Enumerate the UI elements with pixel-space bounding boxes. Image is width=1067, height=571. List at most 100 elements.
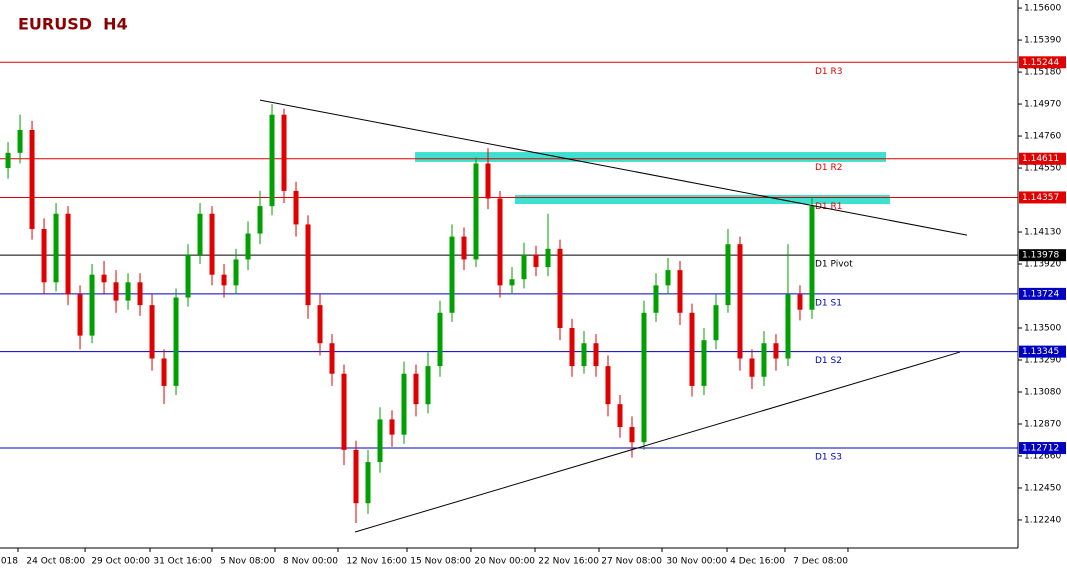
- candle-body: [593, 343, 599, 367]
- pivot-level-name: D1 Pivot: [815, 260, 853, 270]
- price-label: 1.14611: [1022, 154, 1059, 164]
- candle-body: [677, 270, 683, 313]
- pivot-level-name: D1 S1: [815, 298, 842, 308]
- candle-body: [317, 305, 323, 344]
- price-label-box: [1019, 287, 1066, 300]
- candle-body: [281, 114, 287, 191]
- candle-body: [209, 213, 215, 275]
- candle-body: [749, 358, 755, 377]
- x-tick-label: 22 Nov 16:00: [538, 557, 599, 567]
- candle-body: [377, 419, 383, 463]
- pivot-level-name: D1 R1: [815, 202, 843, 212]
- candle-body: [293, 190, 299, 225]
- candle-body: [101, 274, 107, 283]
- x-tick-label: 24 Oct 08:00: [26, 557, 85, 567]
- candle-body: [785, 294, 791, 359]
- x-tick-label: 5 Nov 08:00: [220, 557, 275, 567]
- candle-body: [533, 254, 539, 268]
- candle-body: [137, 282, 143, 306]
- zone: [415, 152, 887, 162]
- price-label: 1.13345: [1022, 347, 1059, 357]
- candle-body: [449, 236, 455, 313]
- candle-body: [641, 312, 647, 443]
- price-label-box: [1019, 249, 1066, 262]
- candle-body: [461, 236, 467, 260]
- x-tick-label: 20 Nov 00:00: [474, 557, 535, 567]
- candle-body: [17, 129, 23, 153]
- candle-body: [233, 259, 239, 286]
- trendline: [259, 99, 968, 236]
- candle-body: [581, 343, 587, 367]
- x-tick-label: 8 Nov 00:00: [283, 557, 338, 567]
- candle-body: [773, 343, 779, 359]
- x-tick-label: 31 Oct 16:00: [153, 557, 212, 567]
- candle-body: [77, 294, 83, 336]
- zone: [514, 195, 890, 204]
- candle-body: [161, 358, 167, 386]
- candle-body: [725, 244, 731, 306]
- candle-body: [401, 373, 407, 435]
- candle-body: [149, 305, 155, 359]
- y-tick-label: 1.13080: [1024, 387, 1061, 397]
- price-label-box: [1019, 442, 1066, 455]
- candle-body: [305, 224, 311, 306]
- pivot-level-name: D1 R3: [815, 67, 843, 77]
- candle-body: [413, 373, 419, 405]
- candle-body: [257, 206, 263, 234]
- candle-body: [761, 343, 767, 377]
- candle-body: [113, 282, 119, 301]
- x-tick-label: 12 Nov 16:00: [346, 557, 407, 567]
- candle-body: [29, 129, 35, 229]
- candle-body: [485, 163, 491, 199]
- y-tick-label: 1.12240: [1024, 515, 1061, 525]
- y-tick-label: 1.15390: [1024, 36, 1061, 46]
- price-label-box: [1019, 191, 1066, 204]
- candle-body: [437, 312, 443, 367]
- x-tick-label: 15 Nov 08:00: [410, 557, 471, 567]
- candle-body: [713, 305, 719, 341]
- pivot-level-name: D1 S2: [815, 356, 842, 366]
- y-tick-label: 1.14760: [1024, 132, 1061, 142]
- y-tick-label: 1.12870: [1024, 419, 1061, 429]
- candle-body: [125, 282, 131, 301]
- x-tick-label: 4 Dec 16:00: [730, 557, 785, 567]
- candle-body: [341, 373, 347, 450]
- y-tick-label: 1.15180: [1024, 68, 1061, 78]
- y-tick-label: 1.13920: [1024, 260, 1061, 270]
- candle-body: [329, 343, 335, 374]
- y-tick-label: 1.12660: [1024, 451, 1061, 461]
- candle-body: [617, 404, 623, 428]
- candle-body: [521, 254, 527, 280]
- plot-area: D1 R3 D1 R2 D1 R1 D1 Pivot D1 S1 D1 S2 D1 S3: [0, 61, 1018, 533]
- price-label: 1.12712: [1022, 444, 1059, 454]
- candle-body: [629, 427, 635, 443]
- candle-body: [545, 248, 551, 268]
- price-label-box: [1019, 56, 1066, 69]
- candle-body: [269, 114, 275, 207]
- candle-body: [809, 206, 815, 310]
- y-tick-label: 1.15600: [1024, 4, 1061, 14]
- candle-body: [653, 285, 659, 313]
- candle-body: [557, 248, 563, 329]
- pivot-level-name: D1 S3: [815, 453, 842, 463]
- candle-body: [665, 270, 671, 286]
- y-tick-label: 1.13290: [1024, 356, 1061, 366]
- candle-body: [221, 274, 227, 286]
- x-tick-label: 7 Dec 08:00: [793, 557, 848, 567]
- price-label: 1.13724: [1022, 289, 1059, 299]
- candle-body: [425, 366, 431, 405]
- candle-body: [5, 152, 11, 169]
- candle-body: [569, 328, 575, 367]
- x-tick-label: 27 Nov 08:00: [601, 557, 662, 567]
- y-tick-label: 1.12450: [1024, 483, 1061, 493]
- trendline: [354, 351, 961, 533]
- candle-body: [509, 279, 515, 286]
- y-tick-label: 1.14550: [1024, 164, 1061, 174]
- price-label: 1.13978: [1022, 251, 1059, 261]
- y-tick-label: 1.13500: [1024, 324, 1061, 334]
- x-tick-label: 2018: [0, 557, 18, 567]
- candle-body: [605, 366, 611, 405]
- chart-title: EURUSD H4: [18, 15, 128, 34]
